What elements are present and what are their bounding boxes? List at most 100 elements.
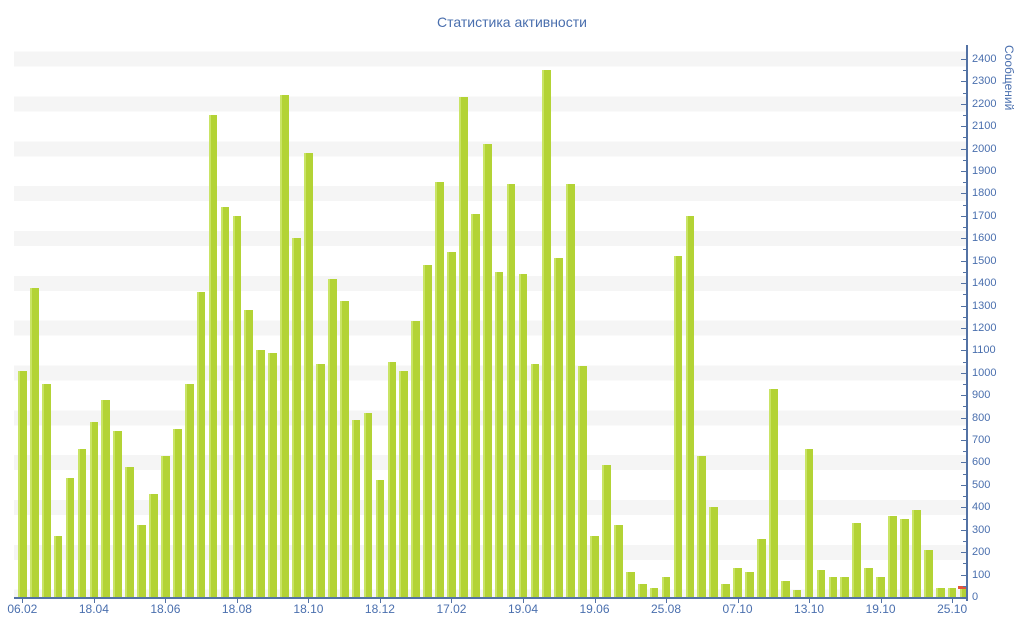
bar[interactable] bbox=[256, 350, 266, 597]
bar[interactable] bbox=[768, 388, 778, 597]
bar[interactable] bbox=[304, 153, 313, 597]
y-minor-tick bbox=[963, 227, 966, 229]
bar[interactable] bbox=[566, 184, 575, 597]
bar[interactable] bbox=[339, 301, 349, 597]
bar[interactable] bbox=[494, 271, 504, 597]
bar[interactable] bbox=[804, 449, 814, 597]
bar[interactable] bbox=[101, 399, 111, 597]
y-minor-tick bbox=[963, 92, 966, 94]
bar[interactable] bbox=[41, 384, 51, 597]
bar[interactable] bbox=[828, 576, 838, 597]
bar[interactable] bbox=[53, 536, 63, 597]
bar[interactable] bbox=[137, 525, 146, 597]
bar[interactable] bbox=[411, 321, 421, 597]
bar[interactable] bbox=[184, 384, 194, 597]
bar[interactable] bbox=[125, 466, 134, 597]
x-tick-label: 18.06 bbox=[150, 602, 181, 616]
y-major-tick bbox=[961, 58, 966, 60]
bar[interactable] bbox=[399, 370, 409, 597]
bar[interactable] bbox=[459, 97, 468, 597]
bar[interactable] bbox=[935, 588, 945, 597]
bar[interactable] bbox=[530, 363, 540, 597]
x-tick bbox=[22, 599, 24, 603]
bar[interactable] bbox=[470, 213, 480, 597]
x-tick bbox=[809, 599, 811, 603]
chart-title: Статистика активности bbox=[437, 14, 587, 30]
bar[interactable] bbox=[387, 361, 397, 597]
bar[interactable] bbox=[888, 516, 897, 597]
bar[interactable] bbox=[947, 588, 957, 597]
bar[interactable] bbox=[327, 278, 337, 597]
bar[interactable] bbox=[316, 363, 325, 597]
bar[interactable] bbox=[923, 549, 933, 597]
bar[interactable] bbox=[77, 449, 87, 597]
y-tick-label: 1200 bbox=[972, 321, 997, 334]
y-minor-tick bbox=[963, 137, 966, 139]
bar[interactable] bbox=[912, 509, 921, 597]
bar[interactable] bbox=[447, 251, 456, 597]
y-major-tick bbox=[961, 574, 966, 576]
bar[interactable] bbox=[506, 184, 516, 597]
bar[interactable] bbox=[685, 215, 695, 597]
bar[interactable] bbox=[208, 114, 218, 597]
bar[interactable] bbox=[590, 536, 599, 597]
bar[interactable] bbox=[435, 182, 444, 597]
bar[interactable] bbox=[816, 570, 826, 597]
bar[interactable] bbox=[637, 583, 647, 597]
x-tick bbox=[880, 599, 882, 603]
bar[interactable] bbox=[578, 366, 587, 597]
bar[interactable] bbox=[351, 419, 361, 597]
bar[interactable] bbox=[733, 567, 742, 597]
bar[interactable] bbox=[244, 310, 254, 597]
red-marker-cap[interactable] bbox=[957, 585, 969, 590]
bar[interactable] bbox=[113, 431, 123, 597]
bar[interactable] bbox=[232, 215, 242, 597]
bar[interactable] bbox=[625, 572, 635, 597]
y-major-tick bbox=[961, 238, 966, 240]
bar[interactable] bbox=[89, 422, 99, 597]
y-minor-tick bbox=[963, 361, 966, 363]
bar[interactable] bbox=[196, 292, 206, 597]
bar[interactable] bbox=[661, 576, 671, 597]
bar[interactable] bbox=[745, 572, 754, 597]
bar[interactable] bbox=[554, 258, 564, 597]
bar[interactable] bbox=[900, 518, 909, 597]
bar[interactable] bbox=[673, 256, 683, 597]
bar[interactable] bbox=[29, 287, 39, 597]
bar[interactable] bbox=[542, 70, 552, 597]
bar[interactable] bbox=[149, 493, 158, 597]
bar[interactable] bbox=[292, 238, 301, 597]
bar[interactable] bbox=[614, 525, 623, 597]
bar[interactable] bbox=[697, 455, 707, 597]
bar[interactable] bbox=[375, 480, 385, 597]
bar[interactable] bbox=[161, 455, 170, 597]
y-tick-label: 2000 bbox=[972, 142, 997, 155]
bar[interactable] bbox=[220, 206, 230, 597]
y-axis-line bbox=[966, 45, 968, 601]
bar[interactable] bbox=[172, 428, 182, 597]
bar[interactable] bbox=[840, 576, 850, 597]
y-axis-title: Сообщений bbox=[1002, 45, 1016, 111]
bar[interactable] bbox=[268, 352, 277, 597]
bar[interactable] bbox=[18, 370, 27, 597]
bar[interactable] bbox=[602, 464, 611, 597]
bar[interactable] bbox=[957, 585, 969, 597]
bar[interactable] bbox=[518, 274, 528, 597]
x-tick-label: 18.10 bbox=[293, 602, 324, 616]
bar[interactable] bbox=[721, 583, 730, 597]
bar[interactable] bbox=[852, 523, 862, 597]
bar[interactable] bbox=[423, 265, 432, 597]
y-major-tick bbox=[961, 148, 966, 150]
bar[interactable] bbox=[780, 581, 790, 597]
bar[interactable] bbox=[864, 567, 873, 597]
bar[interactable] bbox=[709, 507, 719, 597]
y-major-tick bbox=[961, 597, 966, 598]
bar[interactable] bbox=[65, 478, 75, 597]
bar[interactable] bbox=[482, 144, 492, 597]
bar[interactable] bbox=[649, 588, 659, 597]
bar[interactable] bbox=[876, 576, 885, 597]
bar[interactable] bbox=[363, 413, 373, 597]
bar[interactable] bbox=[757, 538, 766, 597]
bar[interactable] bbox=[792, 590, 802, 597]
bar[interactable] bbox=[280, 94, 289, 597]
